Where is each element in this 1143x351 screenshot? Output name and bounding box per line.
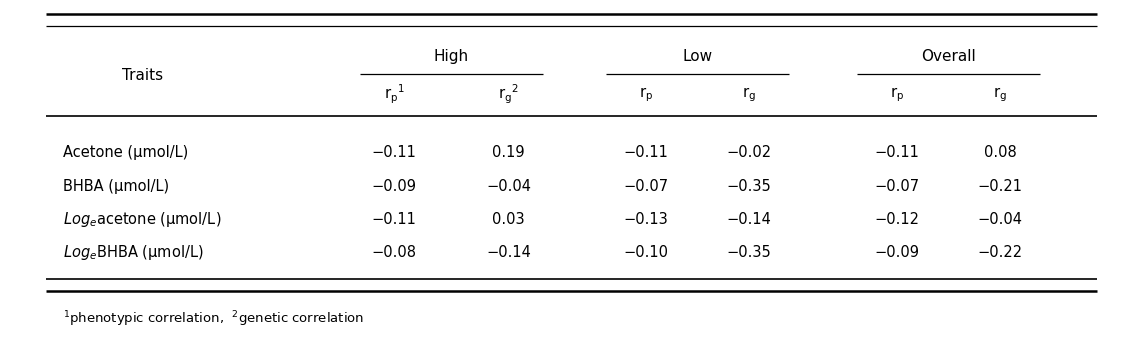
Text: BHBA (μmol/L): BHBA (μmol/L) [63,179,169,193]
Text: −0.14: −0.14 [486,245,531,260]
Text: $\mathit{Log_e}$BHBA (μmol/L): $\mathit{Log_e}$BHBA (μmol/L) [63,243,203,262]
Text: −0.11: −0.11 [371,212,417,227]
Text: −0.09: −0.09 [371,179,417,193]
Text: −0.10: −0.10 [623,245,669,260]
Text: −0.11: −0.11 [623,145,669,160]
Text: r$_\mathregular{p}$$^1$: r$_\mathregular{p}$$^1$ [384,83,405,106]
Text: −0.13: −0.13 [623,212,669,227]
Text: r$_\mathregular{g}$: r$_\mathregular{g}$ [742,86,756,104]
Text: Acetone (μmol/L): Acetone (μmol/L) [63,145,189,160]
Text: −0.04: −0.04 [486,179,531,193]
Text: −0.14: −0.14 [726,212,772,227]
Text: −0.09: −0.09 [874,245,920,260]
Text: −0.22: −0.22 [977,245,1023,260]
Text: 0.03: 0.03 [493,212,525,227]
Text: −0.35: −0.35 [726,245,772,260]
Text: Low: Low [682,49,712,64]
Text: $^1$phenotypic correlation,  $^2$genetic correlation: $^1$phenotypic correlation, $^2$genetic … [63,310,363,329]
Text: r$_\mathregular{p}$: r$_\mathregular{p}$ [639,86,653,104]
Text: −0.11: −0.11 [874,145,920,160]
Text: −0.02: −0.02 [726,145,772,160]
Text: Overall: Overall [921,49,976,64]
Text: r$_\mathregular{g}$$^2$: r$_\mathregular{g}$$^2$ [498,83,519,106]
Text: −0.12: −0.12 [874,212,920,227]
Text: −0.35: −0.35 [726,179,772,193]
Text: 0.19: 0.19 [493,145,525,160]
Text: High: High [434,49,469,64]
Text: −0.04: −0.04 [977,212,1023,227]
Text: 0.08: 0.08 [984,145,1016,160]
Text: −0.07: −0.07 [874,179,920,193]
Text: r$_\mathregular{g}$: r$_\mathregular{g}$ [993,86,1007,104]
Text: −0.07: −0.07 [623,179,669,193]
Text: r$_\mathregular{p}$: r$_\mathregular{p}$ [890,86,904,104]
Text: $\mathit{Log_e}$acetone (μmol/L): $\mathit{Log_e}$acetone (μmol/L) [63,210,222,229]
Text: −0.21: −0.21 [977,179,1023,193]
Text: −0.11: −0.11 [371,145,417,160]
Text: Traits: Traits [122,68,163,83]
Text: −0.08: −0.08 [371,245,417,260]
